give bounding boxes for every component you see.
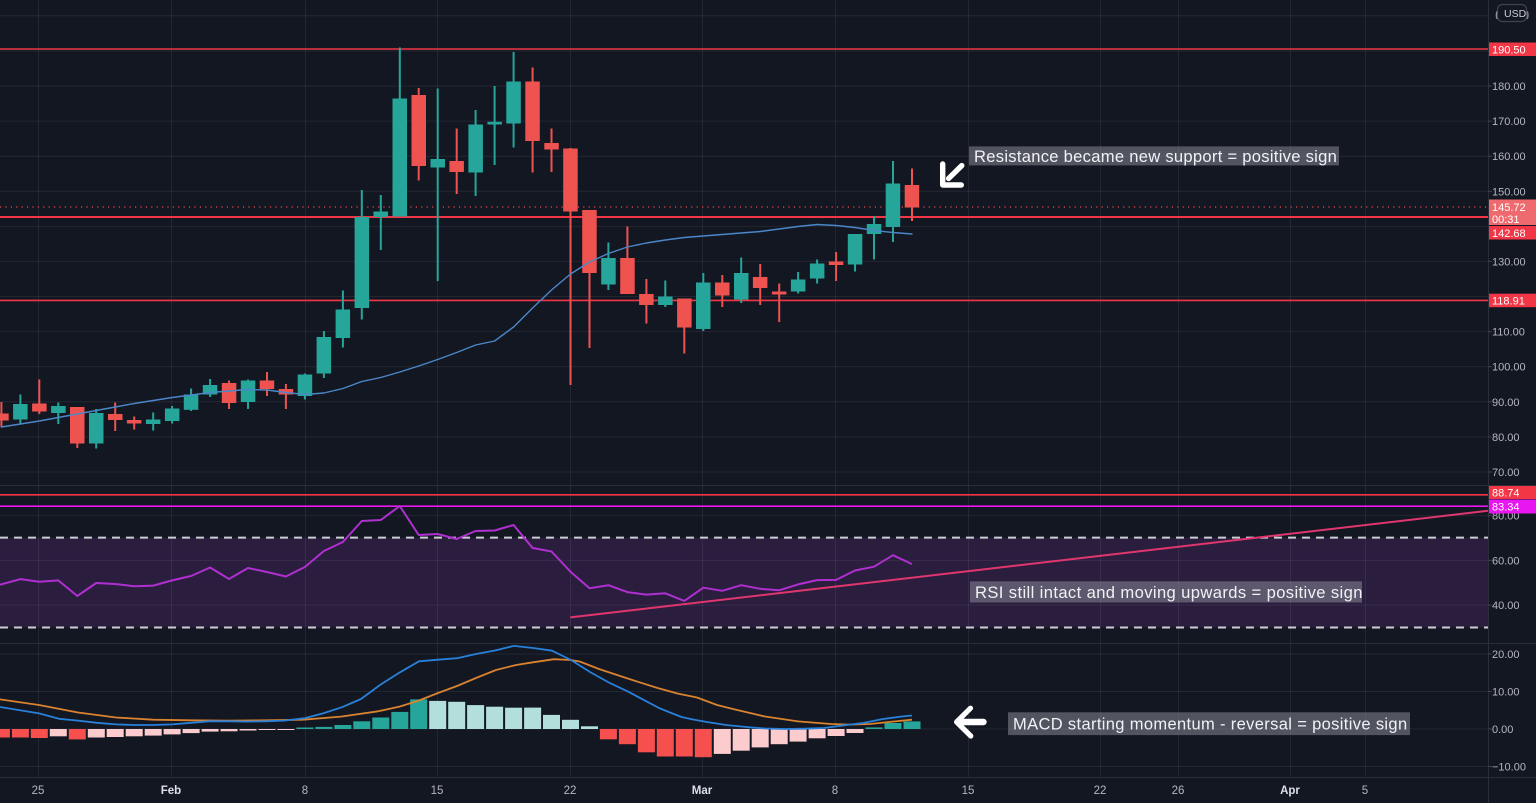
svg-text:100.00: 100.00	[1492, 362, 1526, 374]
svg-text:00:31: 00:31	[1492, 214, 1520, 226]
svg-text:80.00: 80.00	[1492, 432, 1520, 444]
svg-text:170.00: 170.00	[1492, 116, 1526, 128]
svg-text:25: 25	[32, 785, 45, 797]
svg-text:Apr: Apr	[1280, 785, 1300, 797]
svg-text:80.00: 80.00	[1492, 511, 1520, 523]
svg-text:0.00: 0.00	[1492, 724, 1513, 736]
svg-text:8: 8	[302, 785, 308, 797]
svg-text:−10.00: −10.00	[1492, 762, 1526, 774]
svg-text:10.00: 10.00	[1492, 687, 1520, 699]
svg-text:60.00: 60.00	[1492, 555, 1520, 567]
svg-text:90.00: 90.00	[1492, 397, 1520, 409]
svg-text:145.72: 145.72	[1492, 202, 1526, 214]
svg-text:5: 5	[1362, 785, 1368, 797]
svg-text:22: 22	[564, 785, 577, 797]
svg-text:26: 26	[1172, 785, 1185, 797]
svg-text:USD: USD	[1504, 8, 1527, 20]
svg-text:110.00: 110.00	[1492, 327, 1525, 339]
svg-text:130.00: 130.00	[1492, 256, 1526, 268]
svg-text:Mar: Mar	[692, 785, 713, 797]
svg-text:Feb: Feb	[161, 785, 181, 797]
svg-text:150.00: 150.00	[1492, 186, 1526, 198]
svg-text:15: 15	[431, 785, 444, 797]
svg-text:70.00: 70.00	[1492, 467, 1520, 479]
svg-text:83.34: 83.34	[1492, 502, 1520, 514]
svg-text:22: 22	[1094, 785, 1107, 797]
svg-text:RSI still intact and moving up: RSI still intact and moving upwards = po…	[975, 583, 1363, 602]
svg-text:118.91: 118.91	[1492, 296, 1525, 308]
svg-text:Resistance became new support: Resistance became new support = positive…	[974, 147, 1337, 166]
svg-text:MACD starting momentum - rever: MACD starting momentum - reversal = posi…	[1013, 716, 1407, 734]
svg-text:20.00: 20.00	[1492, 649, 1520, 661]
svg-text:15: 15	[962, 785, 975, 797]
svg-text:142.68: 142.68	[1492, 228, 1526, 240]
svg-text:88.74: 88.74	[1492, 487, 1520, 499]
svg-text:180.00: 180.00	[1492, 81, 1526, 93]
svg-text:190.50: 190.50	[1492, 44, 1526, 56]
svg-text:160.00: 160.00	[1492, 151, 1526, 163]
svg-text:40.00: 40.00	[1492, 600, 1520, 612]
svg-text:8: 8	[832, 785, 838, 797]
